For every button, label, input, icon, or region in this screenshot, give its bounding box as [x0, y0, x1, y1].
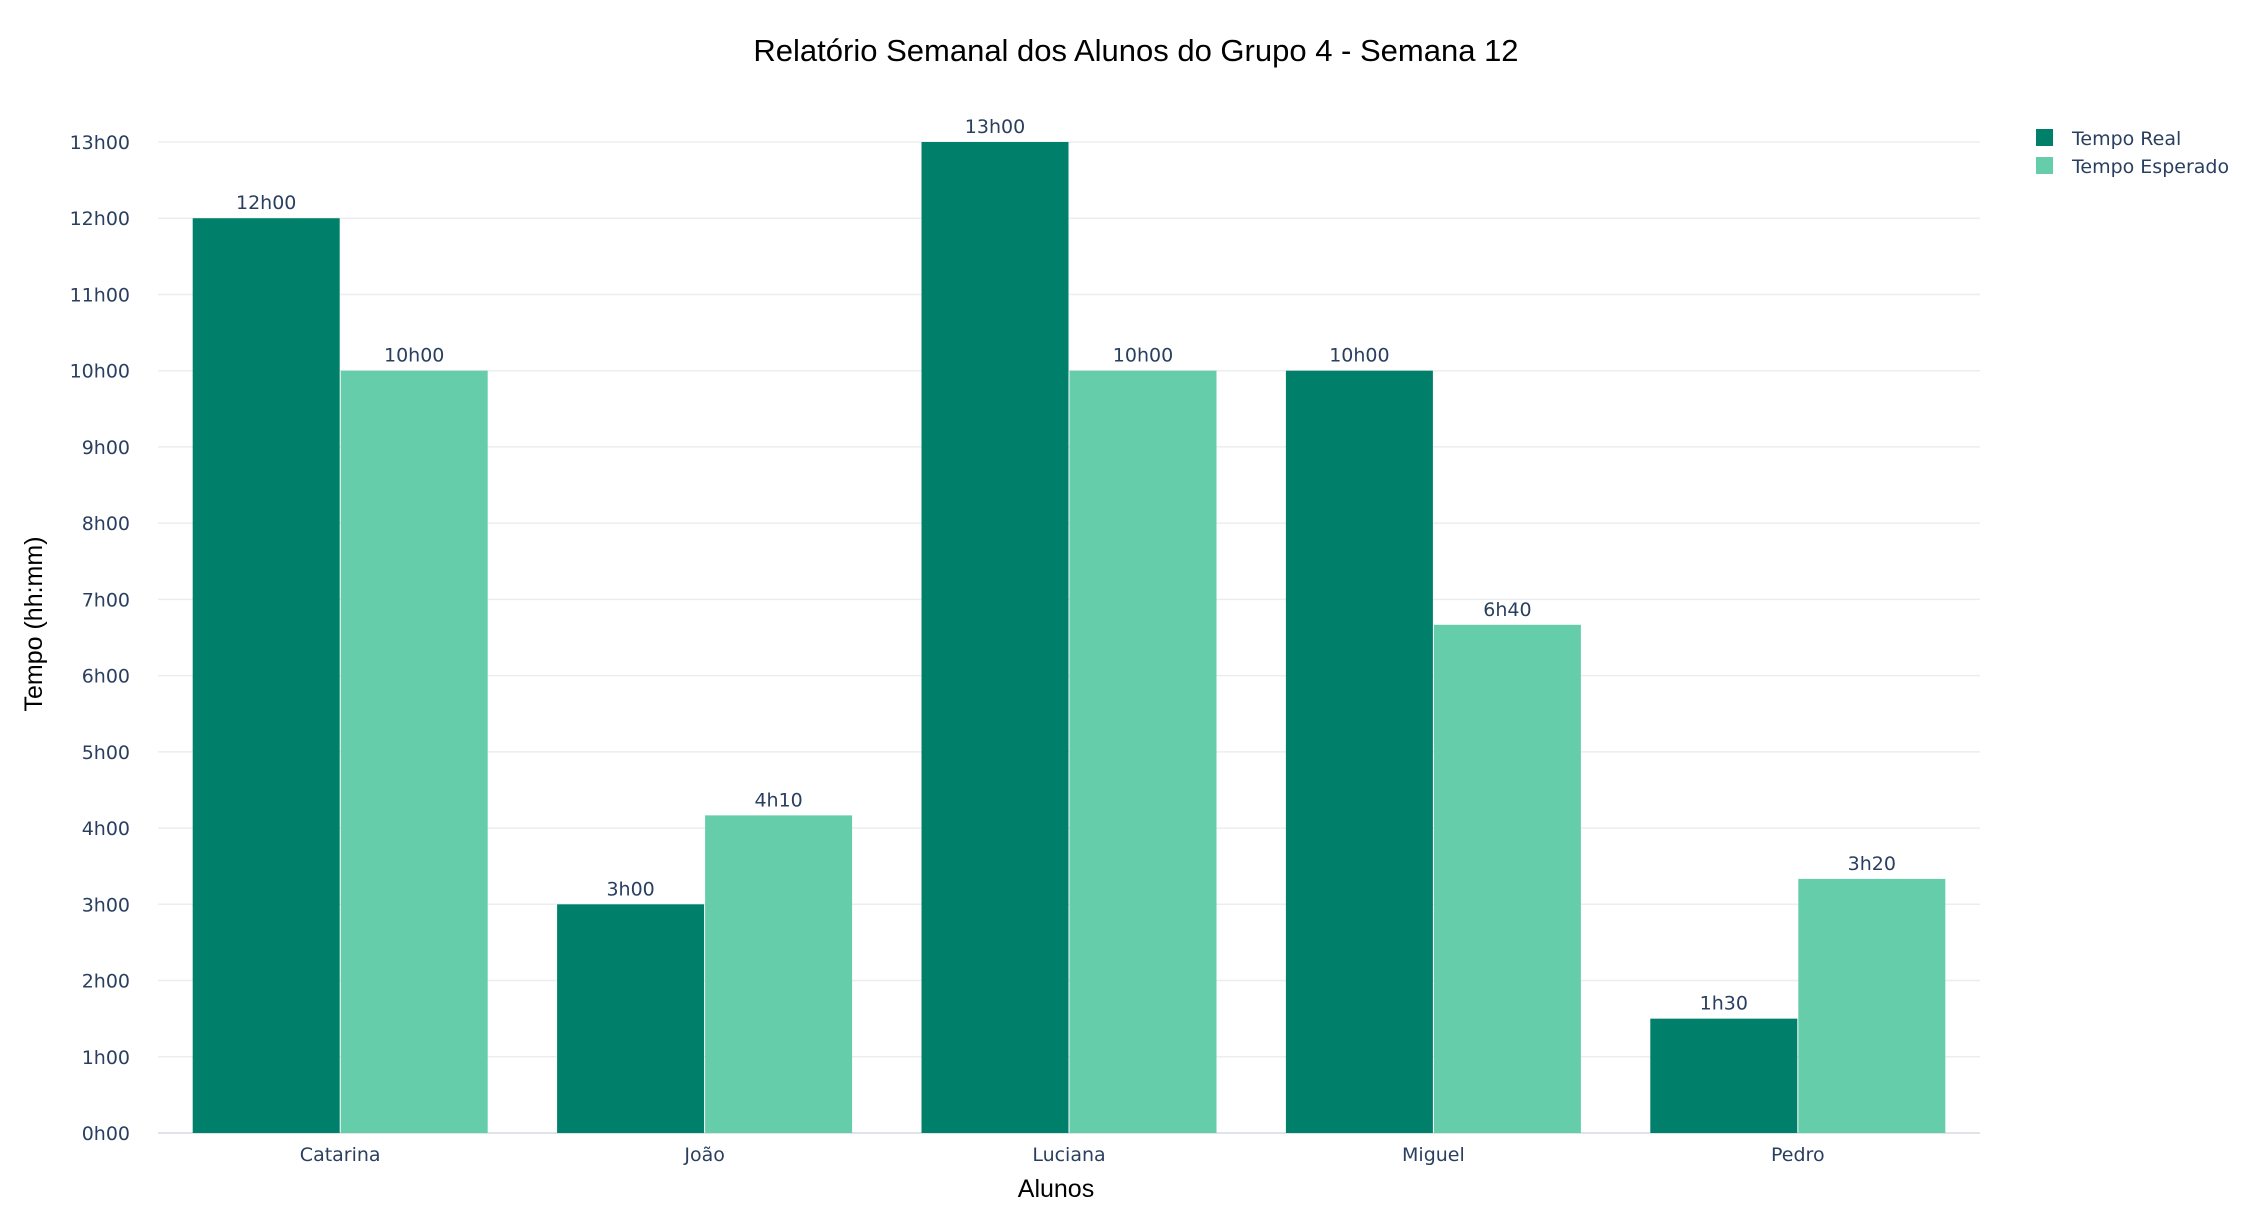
bar-tempo-esperado[interactable] — [705, 815, 853, 1133]
x-tick-label: Miguel — [1402, 1144, 1465, 1166]
bar-value-label: 10h00 — [1329, 345, 1389, 367]
bar-tempo-esperado[interactable] — [1433, 624, 1581, 1133]
y-tick-label: 8h00 — [82, 513, 130, 535]
y-tick-label: 7h00 — [82, 589, 130, 611]
bar-tempo-esperado[interactable] — [1069, 370, 1217, 1133]
bar-labels: 12h00 10h00 3h00 4h10 13h00 10h00 10h00 6h40 1h3… — [236, 116, 1896, 1015]
y-tick-label: 13h00 — [70, 132, 130, 154]
legend-label[interactable]: Tempo Esperado — [2071, 156, 2229, 178]
y-tick-label: 5h00 — [82, 742, 130, 764]
legend-label[interactable]: Tempo Real — [2071, 128, 2181, 150]
legend: Tempo Real Tempo Esperado — [2036, 128, 2229, 178]
bar-value-label: 10h00 — [1113, 345, 1173, 367]
y-tick-label: 3h00 — [82, 894, 130, 916]
legend-swatch[interactable] — [2036, 129, 2053, 146]
y-tick-label: 2h00 — [82, 971, 130, 993]
x-tick-label: Pedro — [1771, 1144, 1825, 1166]
bar-tempo-real[interactable] — [192, 218, 340, 1133]
y-tick-label: 0h00 — [82, 1123, 130, 1145]
y-axis-title: Tempo (hh:mm) — [20, 536, 48, 711]
legend-swatch[interactable] — [2036, 157, 2053, 174]
y-tick-label: 6h00 — [82, 666, 130, 688]
y-tick-label: 1h00 — [82, 1047, 130, 1069]
bar-value-label: 1h30 — [1700, 993, 1748, 1015]
bar-value-label: 13h00 — [965, 116, 1025, 138]
x-tick-labels: Catarina João Luciana Miguel Pedro — [300, 1144, 1825, 1166]
bar-value-label: 6h40 — [1483, 599, 1531, 621]
bar-value-label: 4h10 — [754, 789, 802, 811]
y-tick-label: 9h00 — [82, 437, 130, 459]
x-tick-label: Catarina — [300, 1144, 381, 1166]
y-tick-label: 4h00 — [82, 818, 130, 840]
y-tick-label: 12h00 — [70, 208, 130, 230]
y-tick-label: 11h00 — [70, 284, 130, 306]
bar-tempo-real[interactable] — [1285, 370, 1433, 1133]
x-tick-label: João — [683, 1144, 725, 1166]
x-tick-label: Luciana — [1032, 1144, 1105, 1166]
bar-value-label: 10h00 — [384, 345, 444, 367]
x-axis-title: Alunos — [1018, 1175, 1094, 1201]
chart-title: Relatório Semanal dos Alunos do Grupo 4 … — [753, 33, 1518, 68]
bars — [192, 142, 1946, 1133]
bar-value-label: 12h00 — [236, 192, 296, 214]
y-tick-labels: 0h00 1h00 2h00 3h00 4h00 5h00 6h00 7h00 8h00 9h00… — [70, 132, 130, 1145]
bar-value-label: 3h00 — [606, 878, 654, 900]
bar-tempo-real[interactable] — [557, 904, 705, 1133]
y-tick-label: 10h00 — [70, 361, 130, 383]
bar-tempo-esperado[interactable] — [340, 370, 488, 1133]
bar-tempo-esperado[interactable] — [1798, 878, 1946, 1133]
bar-tempo-real[interactable] — [1650, 1018, 1798, 1133]
bar-value-label: 3h20 — [1848, 853, 1896, 875]
bar-tempo-real[interactable] — [921, 142, 1069, 1133]
